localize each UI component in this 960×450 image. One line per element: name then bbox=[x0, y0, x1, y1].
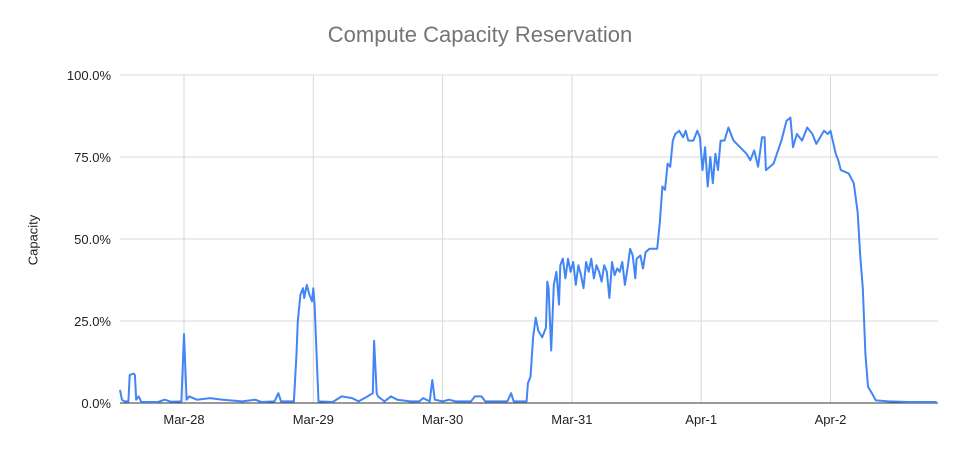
y-tick-label: 100.0% bbox=[67, 68, 112, 83]
x-tick-label: Mar-30 bbox=[422, 412, 463, 427]
x-tick-label: Apr-1 bbox=[685, 412, 717, 427]
x-tick-label: Mar-29 bbox=[293, 412, 334, 427]
y-tick-label: 0.0% bbox=[81, 396, 111, 411]
capacity-line-series bbox=[119, 116, 937, 403]
x-axis-ticks: Mar-28 Mar-29 Mar-30 Mar-31 Apr-1 Apr-2 bbox=[163, 412, 846, 427]
y-axis-ticks: 0.0% 25.0% 50.0% 75.0% 100.0% bbox=[67, 68, 112, 411]
y-tick-label: 25.0% bbox=[74, 314, 111, 329]
y-tick-label: 50.0% bbox=[74, 232, 111, 247]
x-tick-label: Mar-31 bbox=[551, 412, 592, 427]
x-tick-label: Mar-28 bbox=[163, 412, 204, 427]
gridlines bbox=[120, 74, 938, 403]
y-tick-label: 75.0% bbox=[74, 150, 111, 165]
x-tick-label: Apr-2 bbox=[815, 412, 847, 427]
chart-title: Compute Capacity Reservation bbox=[327, 22, 633, 47]
